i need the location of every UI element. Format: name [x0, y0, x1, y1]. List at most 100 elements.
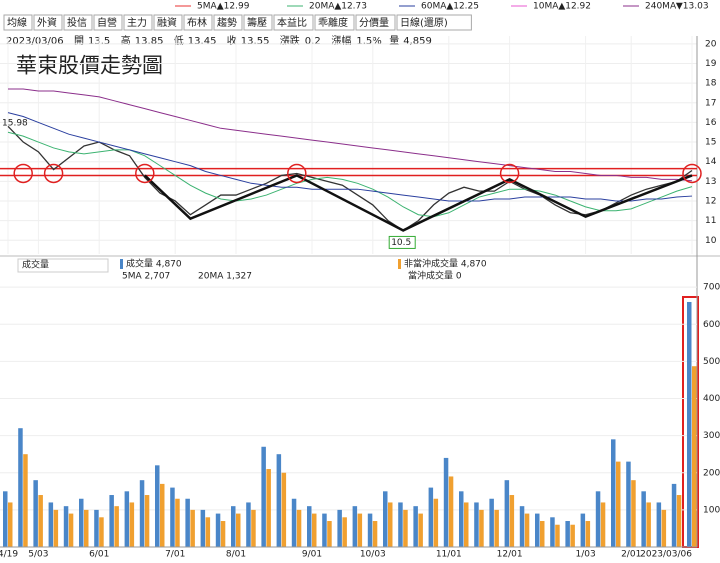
volume-bar — [459, 491, 464, 547]
toolbar-button[interactable] — [153, 14, 183, 31]
volume-bar — [3, 491, 8, 547]
trend-zigzag — [143, 174, 693, 232]
x-tick-label: 4/19 — [0, 550, 18, 560]
volume-bar — [550, 517, 555, 547]
volume-bar — [231, 506, 236, 547]
x-tick-label: 10/03 — [360, 550, 386, 560]
y-tick-label: 13 — [705, 177, 716, 187]
marker-circle — [682, 163, 702, 184]
toolbar-label: 日線(還原) — [400, 16, 448, 29]
toolbar-button[interactable] — [123, 14, 153, 31]
volume-bar — [428, 487, 434, 547]
legend-value: ▲12.92 — [558, 2, 591, 12]
marker-circle — [135, 163, 155, 184]
toolbar-label: 均線 — [7, 16, 27, 29]
volume-bar — [489, 498, 494, 547]
volume-bar — [307, 506, 312, 547]
toolbar-button[interactable] — [183, 14, 213, 31]
marker-circle — [287, 163, 307, 184]
y-tick-label: 18 — [705, 79, 717, 89]
x-tick-label: 2/01 — [621, 550, 641, 560]
volume-bar — [398, 502, 403, 547]
volume-bar — [327, 521, 332, 547]
volume-bar — [631, 480, 636, 547]
info-label: 高 — [121, 34, 131, 47]
toolbar-button[interactable] — [243, 14, 273, 31]
x-tick-label: 2023/03/06 — [640, 550, 692, 560]
y-tick-label: 19 — [705, 59, 717, 69]
volume-bar — [641, 491, 646, 547]
y-tick-label: 10 — [705, 236, 717, 246]
info-label: 漲幅 — [331, 34, 351, 47]
legend-name: 240MA — [645, 2, 677, 12]
legend-value: ▼13.03 — [676, 2, 709, 12]
volume-bar — [94, 509, 99, 547]
volume-bar — [479, 509, 484, 547]
volume-bar — [524, 513, 530, 547]
volume-bar — [671, 483, 677, 547]
volume-bar — [448, 476, 454, 547]
toolbar-button[interactable] — [396, 14, 472, 31]
volume-bar — [144, 495, 150, 547]
x-tick-label: 6/01 — [89, 550, 109, 560]
volume-bar — [687, 301, 692, 547]
legend-value: ▲12.73 — [334, 2, 367, 12]
volume-bar — [251, 509, 256, 547]
volume-bar — [656, 502, 662, 547]
volume-bar — [261, 446, 266, 547]
y-tick-label: 16 — [705, 118, 717, 128]
volume-legend: 5MA 2,707 — [122, 272, 170, 282]
toolbar-button[interactable] — [63, 14, 93, 31]
toolbar-button[interactable] — [3, 14, 33, 31]
volume-bar — [342, 517, 347, 547]
volume-bar — [464, 502, 469, 547]
toolbar-button[interactable] — [314, 14, 355, 31]
toolbar-button[interactable] — [355, 14, 396, 31]
volume-bar — [600, 502, 606, 547]
volume-bar — [236, 513, 241, 547]
y-tick-label: 14 — [705, 157, 717, 167]
volume-bar — [580, 513, 586, 547]
volume-bar — [276, 454, 282, 547]
volume-bar — [595, 491, 601, 547]
y-tick-label: 15 — [705, 138, 716, 148]
price-line — [8, 88, 693, 182]
volume-bar — [200, 509, 206, 547]
volume-bar — [109, 495, 114, 547]
volume-legend: 20MA 1,327 — [198, 272, 252, 282]
toolbar-button[interactable] — [93, 14, 123, 31]
legend-name: 10MA — [533, 2, 559, 12]
volume-legend: 成交量 4,870 — [126, 258, 182, 270]
price-line — [7, 112, 693, 202]
volume-legend: 當沖成交量 0 — [408, 270, 462, 282]
toolbar-label: 籌壓 — [247, 16, 267, 29]
volume-bar — [585, 521, 591, 547]
marker-circle — [499, 163, 520, 184]
toolbar-label: 自營 — [97, 16, 117, 29]
volume-bar — [322, 513, 327, 547]
volume-bar — [611, 439, 616, 547]
volume-bar — [205, 517, 211, 547]
legend-value: ▲12.99 — [217, 2, 250, 12]
volume-bar — [48, 502, 54, 547]
toolbar-label: 布林 — [187, 16, 207, 29]
x-tick-label: 7/01 — [165, 550, 185, 560]
x-tick-label: 8/01 — [226, 550, 246, 560]
marker-circle — [13, 163, 33, 184]
info-date: 2023/03/06 — [6, 36, 64, 47]
volume-bar — [418, 513, 423, 547]
volume-bar — [413, 506, 418, 547]
volume-bar — [281, 472, 287, 547]
legend-name: 20MA — [309, 2, 335, 12]
toolbar-button[interactable] — [213, 14, 243, 31]
volume-bar — [357, 513, 363, 547]
volume-bar — [220, 521, 226, 547]
x-tick-label: 12/01 — [497, 550, 523, 560]
y-tick-label: 20 — [705, 39, 717, 49]
y-tick-label: 17 — [705, 98, 716, 108]
volume-selector[interactable] — [17, 258, 109, 273]
toolbar-button[interactable] — [33, 14, 63, 31]
volume-bar — [433, 498, 439, 547]
toolbar-button[interactable] — [273, 14, 314, 31]
y-tick-label: 4000 — [703, 394, 720, 404]
